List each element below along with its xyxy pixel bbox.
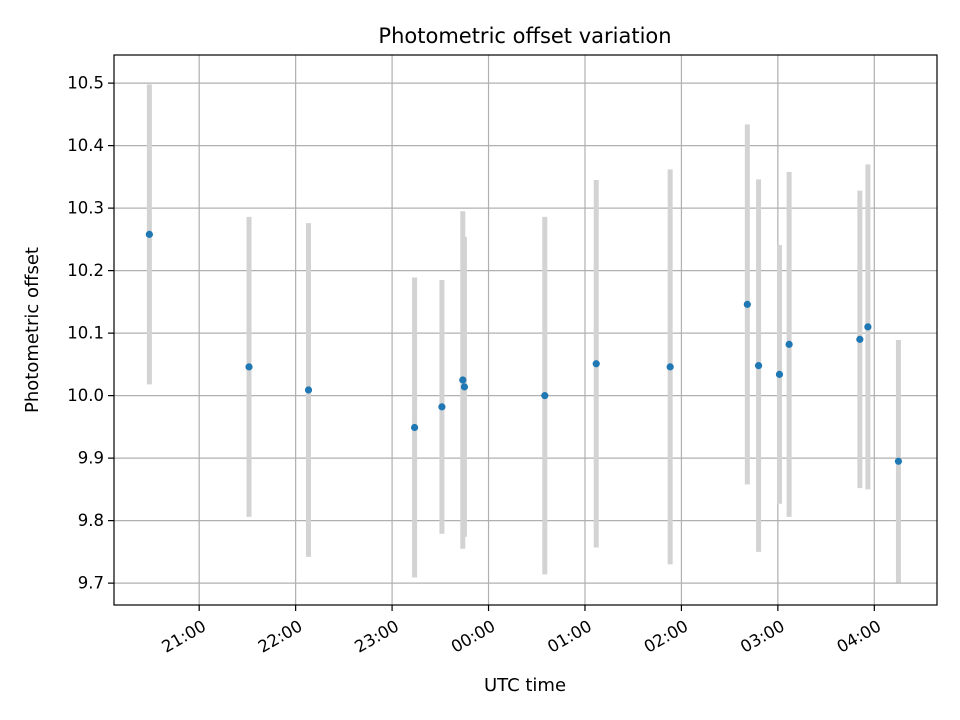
y-axis: 9.7 9.8 9.9 10.0 10.1 10.2 10.3 10.4 10.5 xyxy=(67,74,114,593)
y-tick-label: 9.9 xyxy=(78,449,104,468)
data-point xyxy=(894,457,903,465)
y-tick-label: 10.5 xyxy=(67,74,104,93)
data-point xyxy=(864,323,872,331)
data-point xyxy=(438,403,446,411)
y-axis-title: Photometric offset xyxy=(22,247,43,413)
data-point xyxy=(856,335,864,343)
data-point xyxy=(304,386,313,394)
x-axis-title: UTC time xyxy=(484,675,566,696)
data-point xyxy=(666,363,674,371)
chart-title: Photometric offset variation xyxy=(378,24,671,48)
data-point xyxy=(775,370,784,378)
data-point xyxy=(460,383,469,391)
y-tick-label: 10.2 xyxy=(67,261,104,280)
y-tick-label: 10.4 xyxy=(67,136,104,155)
data-point xyxy=(410,423,419,432)
data-point xyxy=(145,230,153,238)
data-point xyxy=(245,363,253,371)
data-point xyxy=(541,392,549,400)
data-point xyxy=(592,360,600,368)
y-tick-label: 10.0 xyxy=(67,386,104,405)
y-tick-label: 9.8 xyxy=(78,511,104,530)
y-tick-label: 10.1 xyxy=(67,324,104,343)
y-tick-label: 9.7 xyxy=(78,574,104,593)
data-points xyxy=(145,230,903,465)
data-point xyxy=(785,340,793,348)
grid xyxy=(114,55,937,605)
y-tick-label: 10.3 xyxy=(67,199,104,218)
data-point xyxy=(459,376,467,384)
plot-area xyxy=(114,55,937,605)
data-point xyxy=(754,362,763,370)
data-point xyxy=(743,300,751,308)
plot-frame xyxy=(113,54,938,606)
